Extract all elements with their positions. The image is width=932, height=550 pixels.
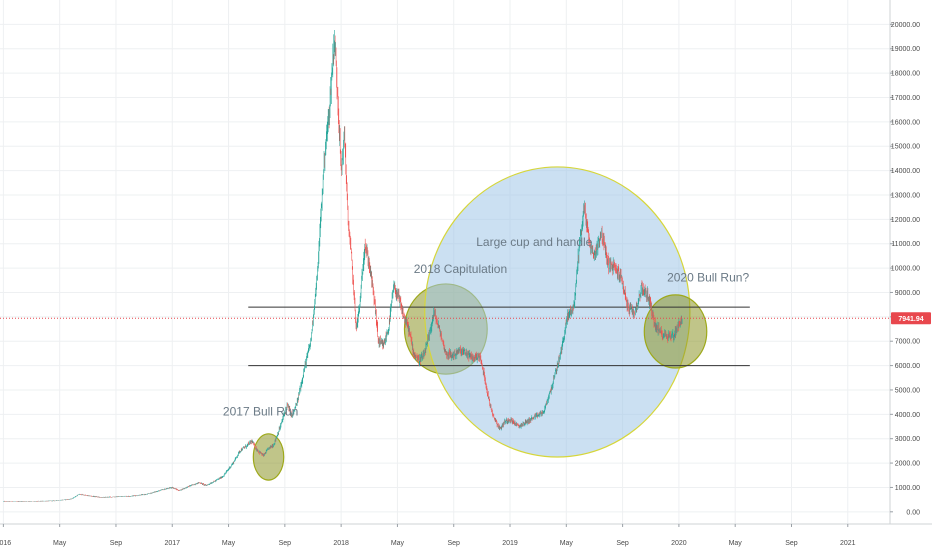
annotation-label: 2018 Capitulation [414,262,507,276]
x-tick-label: 2019 [502,540,518,547]
y-tick-label: 5000.00 [895,387,920,394]
y-tick-label: 9000.00 [895,290,920,297]
y-tick-label: 11000.00 [891,241,920,248]
x-tick-label: May [729,540,743,547]
x-tick-label: Sep [110,540,123,547]
y-tick-label: 10000.00 [891,266,920,273]
x-tick-label: Sep [279,540,292,547]
x-tick-label: May [222,540,236,547]
x-tick-label: Sep [447,540,460,547]
x-tick-label: May [560,540,574,547]
annotation-label: Large cup and handle [476,235,592,249]
x-tick-label: Sep [785,540,798,547]
horizontal-levels [248,306,750,367]
y-tick-label: 15000.00 [891,144,920,151]
y-tick-label: 20000.00 [891,22,920,29]
2017-circle[interactable] [252,433,285,481]
y-tick-label: 14000.00 [891,168,920,175]
y-tick-label: 7000.00 [895,339,920,346]
annotation-label: 2017 Bull Run [223,405,298,419]
y-tick-label: 16000.00 [891,119,920,126]
time-axis[interactable]: 2016 May Sep 2017 May Sep 2018 May Sep 2019 May Sep… [0,524,856,547]
y-tick-label: 12000.00 [891,217,920,224]
x-tick-label: 2021 [840,540,856,547]
current-price-tag: 7941.94 [891,312,931,325]
annotation-label: 2020 Bull Run? [667,270,749,284]
x-tick-label: 2018 [333,540,349,547]
y-tick-label: 6000.00 [895,363,920,370]
annotation-labels: 2017 Bull Run 2018 Capitulation Large cup … [223,235,750,418]
y-tick-label: 0.00 [906,509,920,516]
y-tick-label: 17000.00 [891,95,920,102]
current-price-tag-bg [891,312,931,325]
price-axis[interactable]: 0.00 1000.00 2000.00 3000.00 4000.00 5000.00 6… [890,22,920,516]
y-tick-label: 19000.00 [891,46,920,53]
y-tick-label: 18000.00 [891,71,920,78]
y-tick-label: 3000.00 [895,436,920,443]
y-tick-label: 1000.00 [895,485,920,492]
current-price-label: 7941.94 [898,316,923,323]
y-tick-label: 13000.00 [891,192,920,199]
price-series [3,29,683,503]
x-tick-label: Sep [616,540,629,547]
y-tick-label: 4000.00 [895,412,920,419]
x-tick-label: May [53,540,67,547]
x-tick-label: 2016 [0,540,11,547]
grid-lines [0,0,890,524]
x-tick-label: 2020 [671,540,687,547]
x-tick-label: May [391,540,405,547]
x-tick-label: 2017 [164,540,180,547]
y-tick-label: 2000.00 [895,461,920,468]
